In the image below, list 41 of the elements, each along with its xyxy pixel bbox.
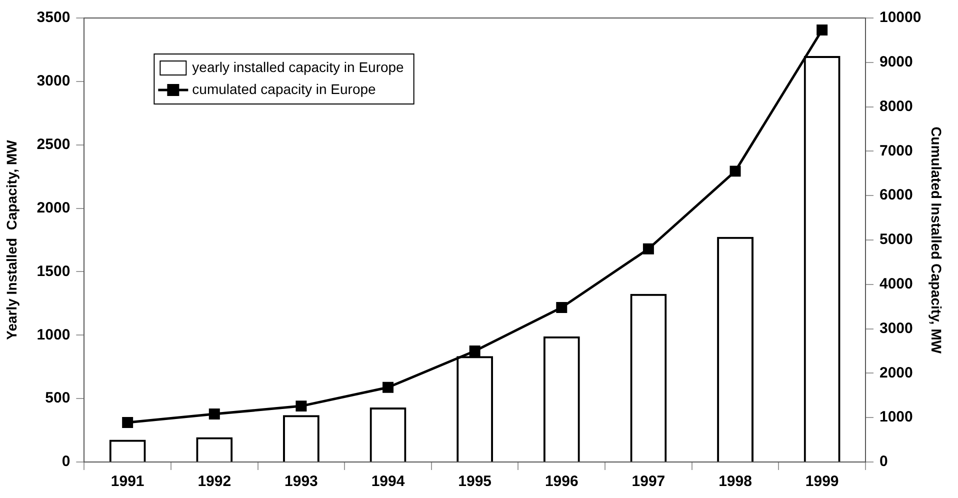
y-tick-label: 500 bbox=[45, 390, 70, 407]
point bbox=[469, 346, 480, 356]
y2-tick-label: 8000 bbox=[879, 98, 913, 115]
y2-tick-label: 7000 bbox=[879, 142, 913, 160]
y-tick-label: 1500 bbox=[36, 262, 70, 280]
y-tick-label: 3500 bbox=[36, 9, 70, 26]
y-tick-label: 0 bbox=[62, 453, 70, 470]
point bbox=[642, 243, 654, 254]
y-tick-label: 3000 bbox=[36, 72, 70, 90]
y2-tick-label: 1000 bbox=[879, 408, 913, 426]
x-tick-label: 1995 bbox=[458, 473, 492, 490]
x-tick-label: 1999 bbox=[805, 473, 839, 490]
x-tick-label: 1994 bbox=[371, 473, 406, 490]
legend-label: cumulated capacity in Europe bbox=[192, 80, 376, 97]
point bbox=[208, 408, 220, 420]
y2-tick-label: 9000 bbox=[879, 54, 913, 71]
y2-tick-label: 2000 bbox=[879, 364, 913, 382]
y2-tick-label: 5000 bbox=[879, 231, 913, 248]
y2-tick-label: 4000 bbox=[879, 276, 913, 293]
point bbox=[556, 302, 568, 313]
y2-axis-title: Cumulated Installed Capacity, MW bbox=[928, 126, 945, 354]
y-axis-title: Yearly Installed Capacity, MW bbox=[3, 139, 20, 340]
y-tick-label: 2500 bbox=[36, 136, 70, 153]
y2-tick-label: 0 bbox=[879, 453, 888, 470]
y-tick-label: 2000 bbox=[36, 199, 70, 216]
point bbox=[730, 166, 741, 177]
y2-tick-label: 6000 bbox=[879, 186, 913, 204]
x-tick-label: 1996 bbox=[544, 473, 578, 490]
point bbox=[296, 400, 307, 412]
legend-label: yearly installed capacity in Europe bbox=[192, 58, 404, 75]
point bbox=[382, 382, 394, 393]
x-tick-label: 1991 bbox=[110, 473, 144, 490]
y-tick-label: 1000 bbox=[36, 326, 70, 344]
x-tick-label: 1993 bbox=[284, 473, 318, 490]
x-tick-label: 1992 bbox=[198, 473, 232, 490]
point bbox=[122, 416, 134, 428]
point bbox=[816, 24, 828, 36]
x-tick-label: 1998 bbox=[718, 473, 752, 490]
x-tick-label: 1997 bbox=[632, 473, 666, 490]
y2-tick-label: 10000 bbox=[879, 9, 922, 26]
y2-tick-label: 3000 bbox=[879, 320, 913, 337]
